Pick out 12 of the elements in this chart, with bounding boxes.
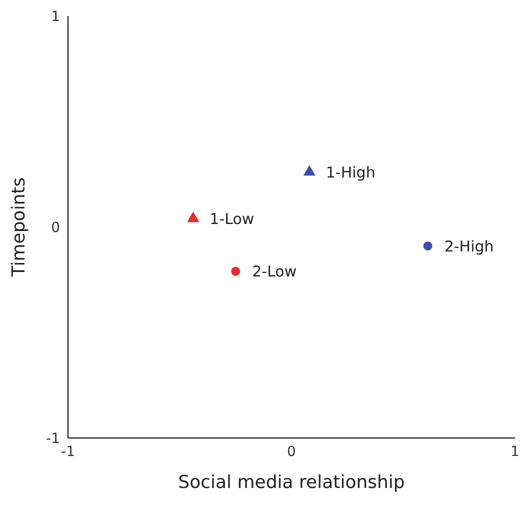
x-tick-label: 0 [287,444,296,460]
series-label: 1-Low [210,210,254,228]
y-tick-label: 1 [51,8,60,25]
y-tick-label: -1 [46,430,60,447]
series-label: 2-Low [252,262,297,281]
y-axis-title: Timepoints [8,177,30,278]
series-label: 1-High [326,163,376,182]
x-axis-title: Social media relationship [178,472,405,493]
x-tick-label: 1 [510,444,520,460]
y-tick-label: 0 [51,220,60,236]
series-label: 2-High [444,237,494,256]
x-tick-label: -1 [61,444,75,460]
